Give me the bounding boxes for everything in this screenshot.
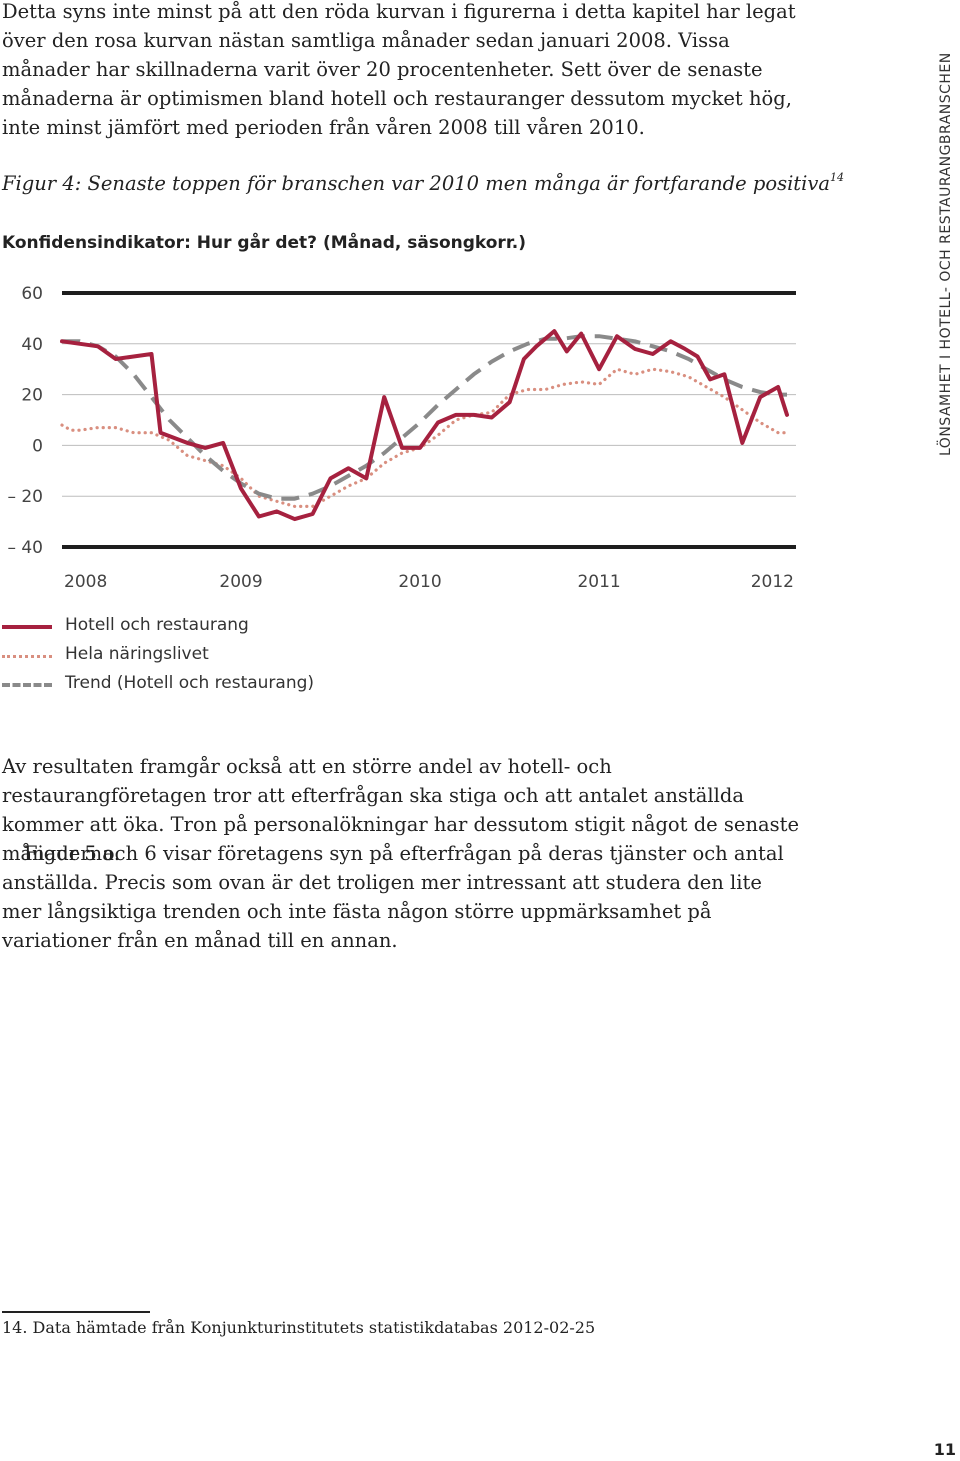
x-tick-label: 2009 xyxy=(219,572,262,592)
footnote-reference: 14 xyxy=(830,170,845,184)
footnote: 14. Data hämtade från Konjunkturinstitut… xyxy=(2,1318,596,1337)
series-line-solid xyxy=(60,329,789,522)
figure-caption-text: Figur 4: Senaste toppen för branschen va… xyxy=(2,172,831,195)
figure-caption: Figur 4: Senaste toppen för branschen va… xyxy=(2,170,845,196)
page-number: 11 xyxy=(933,1440,956,1459)
y-tick-label: 40 xyxy=(21,335,43,355)
legend-item-trend: Trend (Hotell och restaurang) xyxy=(0,673,400,699)
y-tick-label: 0 xyxy=(32,436,43,456)
y-tick-label: 60 xyxy=(21,284,43,304)
body-paragraph-2: Figur 5 och 6 visar företagens syn på ef… xyxy=(2,842,784,952)
x-tick-label: 2008 xyxy=(64,572,107,592)
legend-item-hotell: Hotell och restaurang xyxy=(0,615,400,641)
chart-title: Konfidensindikator: Hur går det? (Månad,… xyxy=(2,233,527,253)
legend-swatch-dotted xyxy=(2,655,52,658)
legend-label: Hela näringslivet xyxy=(65,644,209,664)
x-tick-label: 2010 xyxy=(398,572,441,592)
y-tick-label: – 20 xyxy=(7,487,43,507)
legend-label: Hotell och restaurang xyxy=(65,615,249,635)
x-tick-label: 2012 xyxy=(751,572,794,592)
legend-item-naringsliv: Hela näringslivet xyxy=(0,644,400,670)
footnote-divider xyxy=(2,1311,150,1313)
intro-paragraph: Detta syns inte minst på att den röda ku… xyxy=(2,0,796,139)
legend-label: Trend (Hotell och restaurang) xyxy=(65,673,315,693)
body-paragraph-1: Av resultaten framgår också att en störr… xyxy=(2,755,800,865)
x-tick-label: 2011 xyxy=(577,572,620,592)
legend-swatch-dashed xyxy=(2,683,52,687)
confidence-chart: 60 40 20 0 – 20 – 40 2008 2009 2010 2011 2012 xyxy=(7,284,796,592)
series-line-dashed xyxy=(62,334,787,501)
section-side-label: LÖNSAMHET I HOTELL- OCH RESTAURANGBRANSC… xyxy=(938,52,954,456)
y-tick-label: 20 xyxy=(21,386,43,406)
legend-swatch-solid xyxy=(2,625,52,629)
y-tick-label: – 40 xyxy=(7,538,43,558)
